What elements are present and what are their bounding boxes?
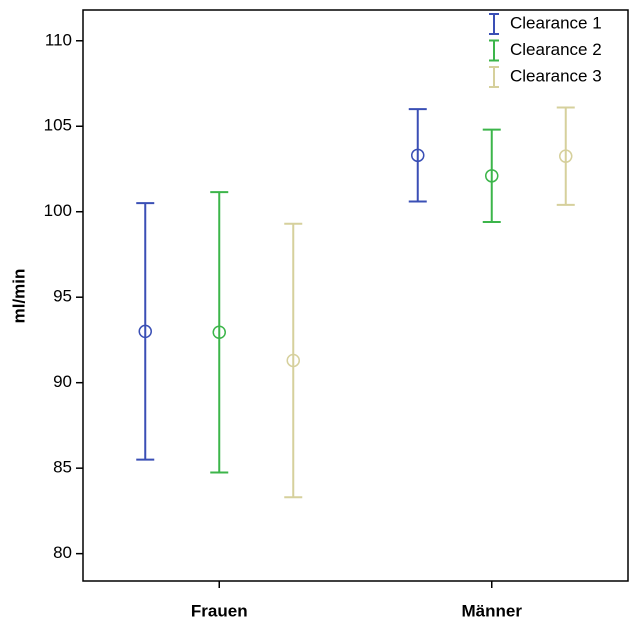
mean-marker — [138, 324, 152, 339]
plot-frame — [82, 9, 629, 582]
y-tick-label: 80 — [53, 543, 72, 562]
legend-label: Clearance 3 — [510, 66, 602, 85]
mean-marker — [286, 353, 300, 368]
legend-label: Clearance 1 — [510, 13, 602, 32]
y-tick-label: 90 — [53, 372, 72, 391]
y-tick-label: 95 — [53, 287, 72, 306]
y-tick-label: 85 — [53, 458, 72, 477]
y-tick-label: 110 — [45, 30, 72, 49]
y-axis-label: ml/min — [9, 269, 28, 324]
mean-marker — [559, 149, 573, 163]
y-tick-label: 105 — [44, 116, 72, 135]
y-tick-label: 100 — [44, 201, 72, 220]
x-tick-label: Männer — [462, 601, 523, 620]
x-tick-label: Frauen — [191, 601, 248, 620]
legend-label: Clearance 2 — [510, 40, 602, 59]
mean-marker — [485, 169, 499, 183]
mean-marker — [212, 325, 226, 340]
mean-marker — [411, 148, 425, 163]
